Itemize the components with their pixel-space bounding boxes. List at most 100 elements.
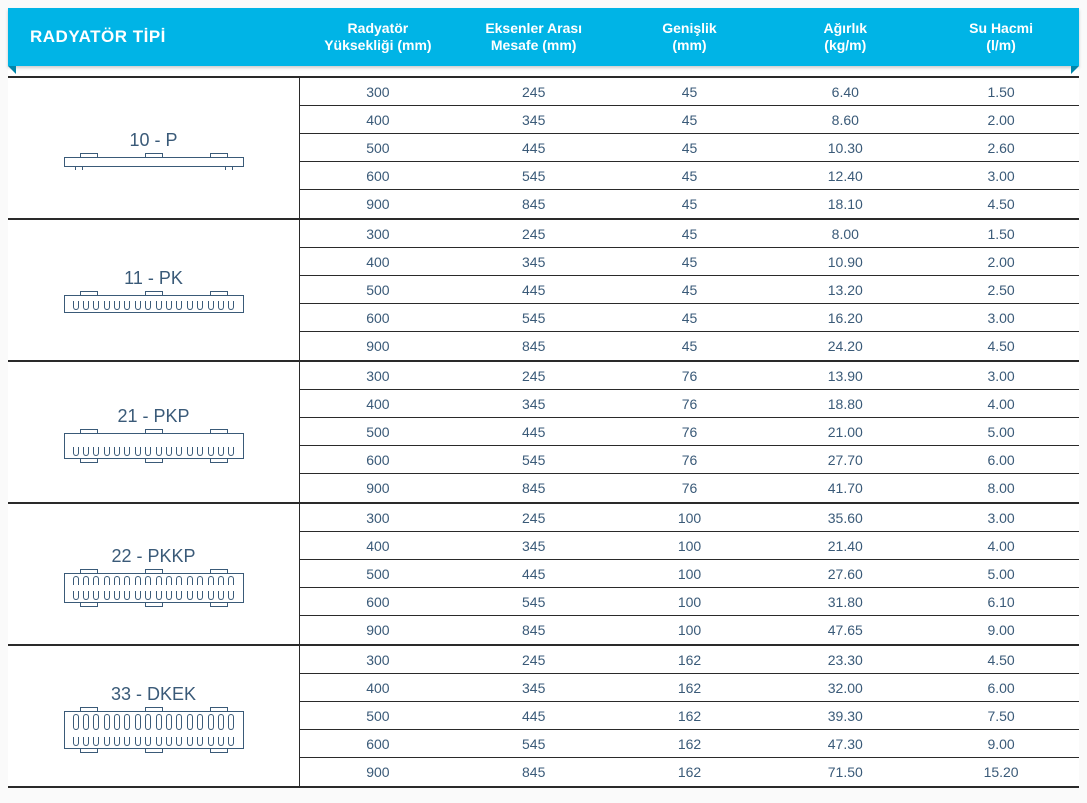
cell: 600 (300, 736, 456, 752)
cell: 245 (456, 226, 612, 242)
cell: 2.50 (923, 282, 1079, 298)
cell: 300 (300, 368, 456, 384)
type-label-cell: 22 - PKKP (8, 504, 300, 644)
cell: 5.00 (923, 424, 1079, 440)
type-label-cell: 33 - DKEK (8, 646, 300, 786)
cell: 300 (300, 510, 456, 526)
type-label: 22 - PKKP (111, 546, 195, 567)
cell: 76 (612, 452, 768, 468)
cell: 545 (456, 168, 612, 184)
cell: 13.20 (767, 282, 923, 298)
table-row: 6005454512.403.00 (300, 162, 1079, 190)
cell: 845 (456, 480, 612, 496)
table-row: 300245458.001.50 (300, 220, 1079, 248)
table-row: 40034510021.404.00 (300, 532, 1079, 560)
cell: 15.20 (923, 764, 1079, 780)
header-col-weight: Ağırlık(kg/m) (767, 20, 923, 55)
cell: 445 (456, 424, 612, 440)
header-type: RADYATÖR TİPİ (8, 27, 300, 47)
cell: 500 (300, 708, 456, 724)
cell: 8.00 (923, 480, 1079, 496)
cell: 300 (300, 652, 456, 668)
table-row: 400345458.602.00 (300, 106, 1079, 134)
cell: 45 (612, 226, 768, 242)
cell: 4.50 (923, 652, 1079, 668)
table-row: 6005457627.706.00 (300, 446, 1079, 474)
cell: 45 (612, 310, 768, 326)
cell: 600 (300, 310, 456, 326)
cell: 500 (300, 424, 456, 440)
cell: 100 (612, 594, 768, 610)
cell: 245 (456, 84, 612, 100)
cell: 3.00 (923, 168, 1079, 184)
cell: 600 (300, 594, 456, 610)
cell: 400 (300, 396, 456, 412)
cell: 21.40 (767, 538, 923, 554)
cell: 162 (612, 652, 768, 668)
cell: 76 (612, 396, 768, 412)
header-col-volume: Su Hacmi(l/m) (923, 20, 1079, 55)
cell: 10.90 (767, 254, 923, 270)
cell: 100 (612, 538, 768, 554)
cell: 500 (300, 140, 456, 156)
cell: 7.50 (923, 708, 1079, 724)
cell: 500 (300, 282, 456, 298)
table-row: 9008457641.708.00 (300, 474, 1079, 502)
radiator-diagram-icon (54, 295, 254, 313)
table-row: 4003454510.902.00 (300, 248, 1079, 276)
cell: 3.00 (923, 310, 1079, 326)
cell: 8.60 (767, 112, 923, 128)
cell: 45 (612, 282, 768, 298)
header-col-axis: Eksenler ArasıMesafe (mm) (456, 20, 612, 55)
table-row: 9008454518.104.50 (300, 190, 1079, 218)
radiator-diagram-icon (54, 433, 254, 459)
table-row: 300245456.401.50 (300, 78, 1079, 106)
cell: 32.00 (767, 680, 923, 696)
cell: 39.30 (767, 708, 923, 724)
header-col-width: Genişlik(mm) (612, 20, 768, 55)
cell: 8.00 (767, 226, 923, 242)
cell: 23.30 (767, 652, 923, 668)
cell: 345 (456, 680, 612, 696)
cell: 162 (612, 708, 768, 724)
cell: 900 (300, 338, 456, 354)
table-row: 9008454524.204.50 (300, 332, 1079, 360)
cell: 6.00 (923, 452, 1079, 468)
cell: 9.00 (923, 736, 1079, 752)
cell: 24.20 (767, 338, 923, 354)
cell: 76 (612, 368, 768, 384)
type-rows: 300245456.401.50 400345458.602.00 500445… (300, 78, 1079, 218)
cell: 45 (612, 84, 768, 100)
cell: 500 (300, 566, 456, 582)
type-label-cell: 10 - P (8, 78, 300, 218)
cell: 45 (612, 140, 768, 156)
cell: 1.50 (923, 84, 1079, 100)
table-row: 60054516247.309.00 (300, 730, 1079, 758)
cell: 6.00 (923, 680, 1079, 696)
cell: 345 (456, 538, 612, 554)
cell: 13.90 (767, 368, 923, 384)
cell: 400 (300, 538, 456, 554)
type-rows: 30024510035.603.00 40034510021.404.00 50… (300, 504, 1079, 644)
cell: 900 (300, 622, 456, 638)
cell: 4.50 (923, 338, 1079, 354)
cell: 76 (612, 480, 768, 496)
table-row: 6005454516.203.00 (300, 304, 1079, 332)
cell: 400 (300, 680, 456, 696)
cell: 71.50 (767, 764, 923, 780)
cell: 18.10 (767, 196, 923, 212)
cell: 76 (612, 424, 768, 440)
cell: 5.00 (923, 566, 1079, 582)
cell: 4.00 (923, 396, 1079, 412)
cell: 400 (300, 254, 456, 270)
cell: 162 (612, 680, 768, 696)
cell: 245 (456, 652, 612, 668)
type-label-cell: 11 - PK (8, 220, 300, 360)
type-group: 33 - DKEK 30024516223.304.50 40034516232… (8, 646, 1079, 788)
cell: 162 (612, 736, 768, 752)
table-row: 50044510027.605.00 (300, 560, 1079, 588)
cell: 45 (612, 338, 768, 354)
table-row: 3002457613.903.00 (300, 362, 1079, 390)
cell: 1.50 (923, 226, 1079, 242)
cell: 545 (456, 594, 612, 610)
